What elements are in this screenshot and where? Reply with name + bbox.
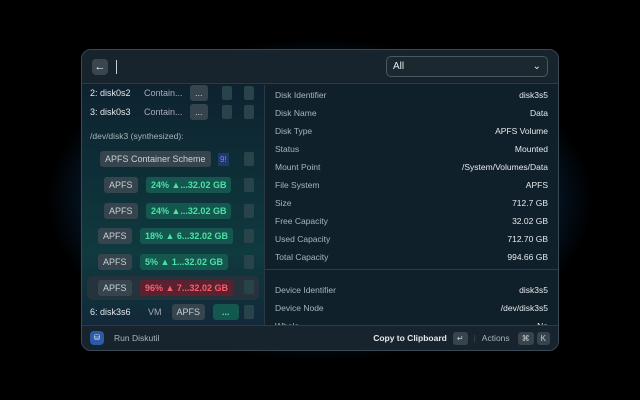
detail-value: Mounted [514, 144, 548, 154]
fs-tag: APFS [104, 202, 138, 219]
detail-row: Status Mounted [275, 144, 548, 154]
detail-value: 712.70 GB [507, 234, 548, 244]
detail-row: File System APFS [275, 180, 548, 190]
list-item[interactable]: 3: disk0s3 Contain...... [82, 101, 264, 123]
footer: ⛁ Run Diskutil Copy to Clipboard ↵ | Act… [82, 325, 558, 350]
chevron-down-icon: ⌄ [532, 61, 541, 72]
list-item[interactable]: APFS 24% ▲...32.02 GB [82, 174, 264, 196]
diskutil-icon: ⛁ [90, 331, 104, 345]
disk-name: 6: disk3s6 [90, 307, 131, 317]
detail-label: Disk Name [275, 108, 317, 118]
detail-value: 712.7 GB [512, 198, 548, 208]
detail-value: 32.02 GB [512, 216, 548, 226]
command-key-icon: ⌘ [517, 331, 534, 345]
disk-name: 2: disk0s2 [90, 88, 131, 98]
status-square [244, 105, 254, 119]
detail-label: Total Capacity [275, 252, 329, 262]
usage-bar: 18% ▲ 6...32.02 GB [140, 228, 233, 244]
detail-row: Disk Identifier disk3s5 [275, 90, 548, 100]
usage-bar: 96% ▲ 7...32.02 GB [140, 280, 233, 296]
detail-label: Device Node [275, 303, 324, 313]
back-button[interactable]: ← [92, 59, 108, 75]
detail-label: Status [275, 144, 300, 154]
enter-key-icon: ↵ [452, 331, 468, 345]
filter-value: All [393, 61, 405, 72]
detail-label: Free Capacity [275, 216, 328, 226]
disk-type: VM [148, 307, 162, 317]
fs-tag: APFS [98, 280, 132, 296]
scheme-badge: 9! [218, 152, 229, 166]
detail-row: Disk Type APFS Volume [275, 126, 548, 136]
k-key: K [536, 331, 550, 345]
list-item[interactable]: APFS 18% ▲ 6...32.02 GB [82, 225, 264, 247]
detail-row: Device Identifier disk3s5 [275, 285, 548, 295]
status-square [222, 105, 232, 119]
filter-dropdown[interactable]: All ⌄ [386, 56, 548, 77]
divider [265, 269, 558, 270]
disk-type: Contain... [144, 88, 183, 98]
status-square [244, 152, 254, 166]
more-button[interactable]: ... [190, 104, 208, 120]
detail-label: Mount Point [275, 162, 321, 172]
status-square [244, 203, 254, 218]
arrow-left-icon: ← [94, 61, 106, 73]
usage-bar: 24% ▲...32.02 GB [146, 177, 232, 193]
detail-value: disk3s5 [519, 90, 548, 100]
divider: | [473, 333, 476, 343]
status-square [244, 229, 254, 243]
actions-button[interactable]: Actions [481, 333, 510, 343]
detail-row: Used Capacity 712.70 GB [275, 234, 548, 244]
detail-label: File System [275, 180, 320, 190]
status-square [244, 280, 254, 294]
search-input[interactable] [116, 60, 117, 74]
detail-label: Device Identifier [275, 285, 336, 295]
more-button[interactable]: ... [213, 304, 239, 320]
fs-tag: APFS [98, 228, 132, 244]
more-button[interactable]: ... [190, 85, 208, 101]
window: ← All ⌄ 2: disk0s2 Contain...... 3: disk0s… [81, 49, 559, 351]
fs-tag: APFS [171, 304, 206, 320]
detail-row: Size 712.7 GB [275, 198, 548, 208]
status-square [222, 86, 232, 100]
detail-value: /dev/disk3s5 [500, 303, 548, 313]
list-item[interactable]: APFS 5% ▲ 1...32.02 GB [82, 251, 264, 273]
section-header: /dev/disk3 (synthesized): [90, 131, 184, 141]
list-item[interactable]: APFS 24% ▲...32.02 GB [82, 200, 264, 222]
detail-label: Size [275, 198, 292, 208]
detail-label: Disk Type [275, 126, 313, 136]
detail-label: Used Capacity [275, 234, 331, 244]
status-square [244, 305, 254, 319]
list-item[interactable]: APFS Container Scheme 9! [82, 148, 264, 170]
command-title: Run Diskutil [114, 333, 160, 343]
status-square [244, 254, 254, 269]
detail-value: APFS [525, 180, 548, 190]
detail-row: Mount Point/System/Volumes/Data [275, 162, 548, 172]
detail-row: Disk Name Data [275, 108, 548, 118]
detail-value: /System/Volumes/Data [462, 162, 548, 172]
list-item[interactable]: APFS 96% ▲ 7...32.02 GB [87, 276, 259, 300]
detail-row: Device Node/dev/disk3s5 [275, 303, 548, 313]
disk-name: 3: disk0s3 [90, 107, 131, 117]
usage-bar: 24% ▲...32.02 GB [146, 202, 232, 219]
usage-bar: 5% ▲ 1...32.02 GB [140, 253, 228, 270]
list-item[interactable]: 2: disk0s2 Contain...... [82, 85, 264, 104]
status-square [244, 178, 254, 192]
detail-row: Free Capacity 32.02 GB [275, 216, 548, 226]
disk-list[interactable]: 2: disk0s2 Contain...... 3: disk0s3 Contai… [82, 85, 264, 326]
detail-value: Data [530, 108, 548, 118]
detail-value: disk3s5 [519, 285, 548, 295]
list-item[interactable]: 6: disk3s6 VM APFS... [82, 301, 264, 323]
fs-tag: APFS [104, 177, 138, 193]
header: ← All ⌄ [82, 50, 558, 84]
copy-to-clipboard-button[interactable]: Copy to Clipboard [373, 333, 447, 343]
detail-row: Total Capacity 994.66 GB [275, 252, 548, 262]
disk-type: Contain... [144, 107, 183, 117]
fs-tag: APFS [98, 253, 132, 270]
scheme-tag: APFS Container Scheme [100, 151, 211, 167]
status-square [244, 86, 254, 100]
details-panel: Disk Identifier disk3s5 Disk Name Data Disk … [264, 85, 558, 331]
detail-value: APFS Volume [495, 126, 548, 136]
detail-label: Disk Identifier [275, 90, 327, 100]
detail-value: 994.66 GB [507, 252, 548, 262]
